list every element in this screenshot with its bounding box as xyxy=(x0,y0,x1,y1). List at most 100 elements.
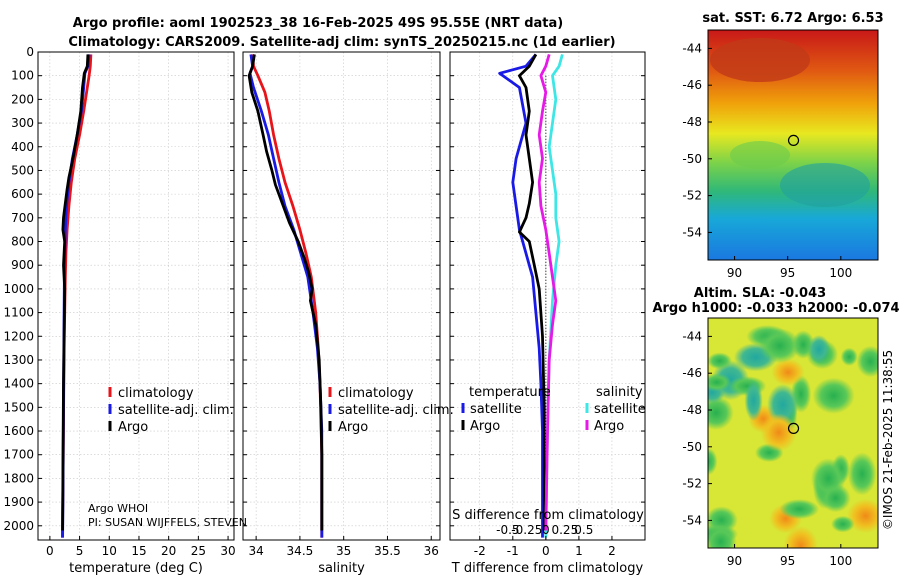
sst-map-frame xyxy=(707,29,879,261)
figure-title-line2: Climatology: CARS2009. Satellite-adj cli… xyxy=(68,35,615,50)
x-tick-label: 1 xyxy=(575,544,583,558)
sla-blob xyxy=(856,345,878,378)
x-tick-label: 35.5 xyxy=(374,544,401,558)
map-x-tick-label: 95 xyxy=(780,554,795,568)
difference-panel: -2 -1 0 1 2 T difference from climatology temp… xyxy=(449,51,646,576)
series-line-argo xyxy=(247,54,324,531)
map-y-tick-label: -44 xyxy=(682,41,702,55)
s-tick-label: 0 xyxy=(542,523,550,537)
x-tick-label: 0 xyxy=(46,544,54,558)
figure-title-line1: Argo profile: aoml 1902523_38 16-Feb-202… xyxy=(73,16,563,31)
pi-label: PI: SUSAN WIJFFELS, STEVEN xyxy=(88,516,247,529)
legend-label: satellite xyxy=(594,402,646,417)
legend-label: satellite-adj. clim. xyxy=(338,403,454,418)
x-tick-label: 34.5 xyxy=(287,544,314,558)
map-y-tick-label: -50 xyxy=(682,440,702,454)
y-tick-label: 1200 xyxy=(3,329,34,343)
sla-map-frame xyxy=(707,317,879,549)
s-tick-label: -0.25 xyxy=(511,523,542,537)
sst-cool-patch xyxy=(780,163,870,207)
salinity-panel: 34 34.5 35 35.5 36 salinity climatology satelli… xyxy=(242,51,454,576)
sla-blob xyxy=(708,352,732,370)
legend-label: Argo xyxy=(338,420,368,435)
y-tick-label: 700 xyxy=(11,211,34,225)
map-y-tick-label: -54 xyxy=(682,513,702,527)
x-tick-label: 0 xyxy=(542,544,550,558)
map-y-tick-label: -46 xyxy=(682,78,702,92)
y-tick-label: 1300 xyxy=(3,353,34,367)
x-axis-label: temperature (deg C) xyxy=(69,561,203,576)
sst-map-title: sat. SST: 6.72 Argo: 6.53 xyxy=(702,11,883,26)
map-x-tick-label: 100 xyxy=(829,554,852,568)
y-tick-label: 1500 xyxy=(3,400,34,414)
sla-blob xyxy=(840,347,858,366)
sla-map: 90 95 100 -44 -46 -48 -50 -52 -54 xyxy=(682,317,879,568)
x-axis-label: salinity xyxy=(318,561,365,576)
map-y-tick-label: -52 xyxy=(682,477,702,491)
map-y-tick-label: -54 xyxy=(682,225,702,239)
map-y-tick-label: -50 xyxy=(682,152,702,166)
axes-frame xyxy=(449,51,646,541)
legend-label: climatology xyxy=(118,386,194,401)
sla-blob xyxy=(708,395,734,430)
y-tick-label: 2000 xyxy=(3,519,34,533)
y-tick-label: 1000 xyxy=(3,282,34,296)
x-tick-label: -2 xyxy=(474,544,486,558)
map-x-tick-label: 100 xyxy=(829,266,852,280)
x-tick-label: 34 xyxy=(248,544,263,558)
y-tick-label: 1400 xyxy=(3,377,34,391)
y-tick-label: 1700 xyxy=(3,448,34,462)
x-tick-label: 5 xyxy=(76,544,84,558)
x-tick-label: 35 xyxy=(336,544,351,558)
legend-label: climatology xyxy=(338,386,414,401)
map-x-tick-label: 95 xyxy=(780,266,795,280)
x-tick-label: 25 xyxy=(191,544,206,558)
sla-blob xyxy=(783,526,818,548)
series-line-s-argo xyxy=(537,54,558,531)
legend-label: satellite xyxy=(470,402,522,417)
y-tick-label: 1800 xyxy=(3,471,34,485)
sst-warm-patch xyxy=(710,38,810,82)
sla-map-title-line2: Argo h1000: -0.033 h2000: -0.074 xyxy=(652,301,899,316)
x-tick-label: 36 xyxy=(424,544,439,558)
y-tick-label: 1600 xyxy=(3,424,34,438)
sst-green-patch xyxy=(730,141,790,169)
y-tick-label: 800 xyxy=(11,235,34,249)
sla-blob xyxy=(771,358,805,386)
temperature-panel: 0100200300400500600700800900100011001200… xyxy=(3,45,235,576)
sla-blob xyxy=(820,483,851,513)
map-x-tick-label: 90 xyxy=(727,266,742,280)
sst-argo-marker xyxy=(787,134,800,146)
legend-label: Argo xyxy=(470,419,500,434)
sla-blob xyxy=(708,524,737,548)
axes-frame xyxy=(37,51,235,541)
y-tick-label: 600 xyxy=(11,187,34,201)
y-tick-label: 100 xyxy=(11,69,34,83)
sla-blob xyxy=(759,328,801,364)
series-line-argo xyxy=(61,54,90,531)
imos-timestamp: ©IMOS 21-Feb-2025 11:38:55 xyxy=(881,350,895,530)
map-y-tick-label: -44 xyxy=(682,329,702,343)
s-tick-label: 0.5 xyxy=(574,523,593,537)
map-y-tick-label: -48 xyxy=(682,403,702,417)
x-tick-label: 2 xyxy=(608,544,616,558)
series-line-climatology xyxy=(61,54,93,538)
map-x-tick-label: 90 xyxy=(727,554,742,568)
s-tick-label: -0.5 xyxy=(496,523,519,537)
map-y-tick-label: -48 xyxy=(682,115,702,129)
map-y-tick-label: -46 xyxy=(682,366,702,380)
sla-blob xyxy=(779,499,820,520)
sst-map: 90 95 100 -44 -46 -48 -50 -52 -54 xyxy=(682,29,879,280)
x-tick-label: 30 xyxy=(220,544,235,558)
s-difference-axis-label: S difference from climatology xyxy=(452,508,644,523)
y-tick-label: 400 xyxy=(11,140,34,154)
s-tick-label: 0.25 xyxy=(551,523,578,537)
sla-blob xyxy=(812,377,855,414)
axes-frame xyxy=(242,51,441,541)
sla-blob xyxy=(831,515,855,533)
series-line-t-satellite xyxy=(498,53,544,538)
legend-title-salinity: salinity xyxy=(596,385,643,400)
sla-blob xyxy=(847,452,877,496)
sla-blob xyxy=(708,447,718,476)
